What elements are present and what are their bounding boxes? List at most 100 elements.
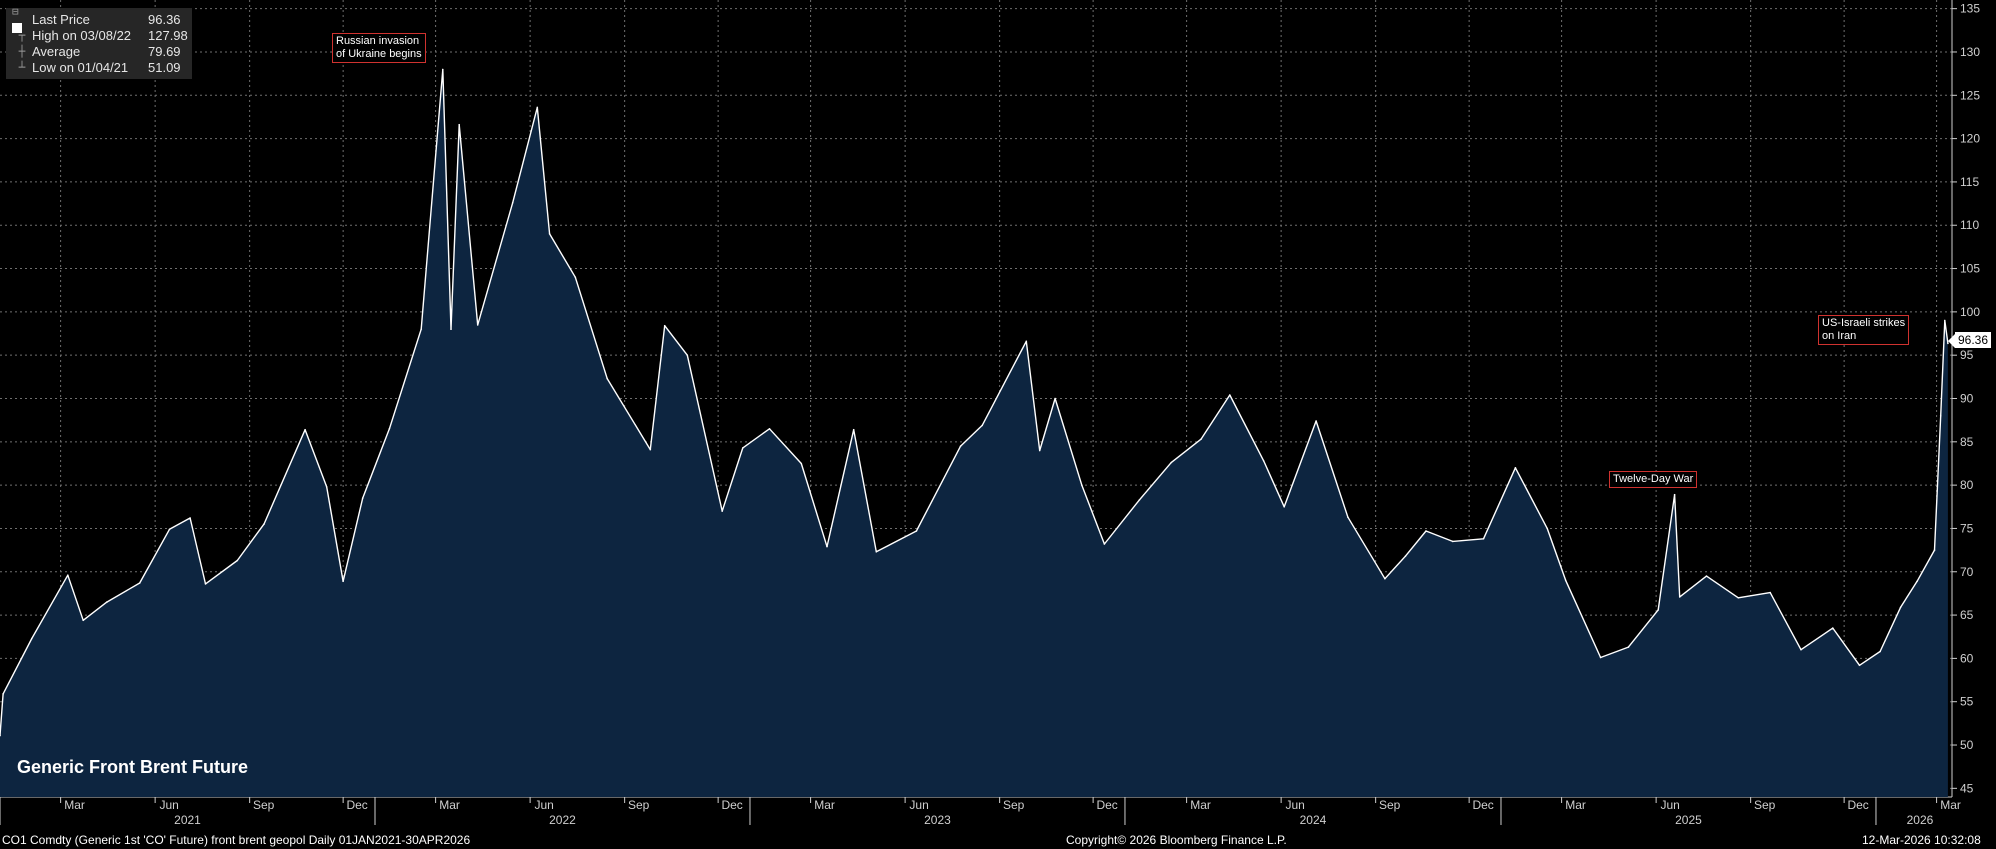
data-point: [852, 428, 855, 431]
low-marker-icon: ┴: [12, 61, 26, 74]
data-point: [649, 448, 652, 451]
data-point: [1425, 530, 1427, 532]
data-point: [1054, 397, 1056, 400]
data-point: [1657, 609, 1659, 611]
x-month-label: Sep: [253, 798, 275, 812]
legend-low-label: Low on 01/04/21: [32, 60, 129, 75]
data-point: [915, 530, 918, 532]
x-year-label: 2026: [1907, 813, 1934, 827]
collapse-icon[interactable]: ⊟: [12, 4, 32, 36]
x-month-label: Jun: [159, 798, 178, 812]
y-tick-label: 50: [1960, 738, 1974, 752]
data-point: [138, 582, 141, 584]
y-tick-label: 120: [1960, 132, 1980, 146]
data-point: [342, 580, 344, 583]
x-month-label: Jun: [534, 798, 553, 812]
data-point: [1673, 493, 1676, 496]
data-point: [1514, 467, 1517, 469]
x-month-label: Jun: [909, 798, 928, 812]
x-year-label: 2025: [1675, 813, 1702, 827]
data-point: [1933, 549, 1936, 551]
series-swatch: [12, 23, 22, 33]
x-month-label: Sep: [628, 798, 650, 812]
y-tick-label: 130: [1960, 45, 1980, 59]
y-tick-label: 90: [1960, 392, 1974, 406]
x-month-label: Sep: [1379, 798, 1401, 812]
y-tick-label: 70: [1960, 565, 1974, 579]
data-point: [1315, 420, 1317, 422]
last-price-tag: 96.36: [1947, 332, 1992, 348]
data-point: [204, 583, 207, 585]
data-point: [1939, 415, 1942, 417]
x-month-label: Dec: [1472, 798, 1493, 812]
y-tick-label: 125: [1960, 88, 1980, 102]
data-point: [31, 637, 33, 640]
high-marker-icon: ┬: [12, 29, 26, 42]
footer-timestamp: 12-Mar-2026 10:32:08: [1862, 833, 1981, 847]
y-tick-label: 105: [1960, 262, 1980, 276]
data-point: [1899, 606, 1902, 609]
data-point: [82, 619, 84, 622]
x-year-label: 2023: [924, 813, 951, 827]
y-tick-label: 75: [1960, 521, 1974, 535]
data-point: [263, 523, 265, 525]
data-point: [981, 424, 983, 427]
data-point: [1025, 340, 1028, 343]
data-point: [768, 428, 771, 430]
x-year-label: 2022: [549, 813, 576, 827]
x-month-label: Jun: [1660, 798, 1679, 812]
data-point: [1451, 540, 1454, 543]
x-month-label: Mar: [1190, 798, 1211, 812]
data-point: [1564, 579, 1567, 582]
data-point: [2, 693, 4, 695]
y-tick-label: 45: [1960, 781, 1974, 795]
data-point: [388, 428, 391, 430]
x-month-label: Mar: [1565, 798, 1586, 812]
x-month-label: Dec: [346, 798, 367, 812]
x-year-label: 2024: [1300, 813, 1327, 827]
x-month-label: Sep: [1003, 798, 1025, 812]
data-point: [686, 354, 689, 357]
data-point: [574, 276, 577, 279]
data-point: [1599, 656, 1602, 659]
series-area: [0, 69, 1948, 797]
data-point: [1769, 591, 1771, 594]
x-month-label: Jun: [1285, 798, 1304, 812]
legend-last-price: ⊟ Last Price 96.36: [12, 5, 192, 33]
chart-title: Generic Front Brent Future: [17, 757, 249, 777]
data-point: [1627, 646, 1630, 648]
x-month-label: Dec: [721, 798, 742, 812]
legend-low: ┴ Low on 01/04/21 51.09: [12, 60, 192, 76]
data-point: [1705, 575, 1708, 577]
legend-average-label: Average: [32, 44, 81, 59]
data-point: [1038, 449, 1041, 452]
legend-last-price-label: Last Price: [32, 12, 90, 27]
legend-low-value: 51.09: [148, 60, 181, 75]
x-year-label: 2021: [174, 813, 201, 827]
x-month-label: Mar: [1940, 798, 1961, 812]
data-point: [1879, 650, 1881, 653]
data-point: [1384, 577, 1386, 580]
data-point: [1347, 516, 1349, 518]
data-point: [458, 123, 461, 126]
data-point: [1283, 506, 1285, 508]
y-tick-label: 110: [1960, 218, 1979, 232]
y-tick-label: 55: [1960, 695, 1974, 709]
y-tick-label: 135: [1960, 2, 1980, 16]
data-point: [1262, 460, 1265, 462]
average-marker-icon: ┼: [12, 45, 26, 58]
data-point: [548, 233, 551, 235]
data-point: [476, 324, 479, 326]
x-month-label: Dec: [1096, 798, 1117, 812]
data-point: [1800, 648, 1802, 651]
legend-last-price-value: 96.36: [148, 12, 181, 27]
data-point: [106, 601, 108, 603]
data-point: [1200, 438, 1202, 441]
y-tick-label: 100: [1960, 305, 1980, 319]
data-point: [1737, 597, 1740, 599]
data-point: [1103, 543, 1106, 545]
x-month-label: Dec: [1847, 798, 1868, 812]
data-point: [721, 510, 723, 512]
annotation-twelve-day-war: Twelve-Day War: [1609, 471, 1698, 488]
